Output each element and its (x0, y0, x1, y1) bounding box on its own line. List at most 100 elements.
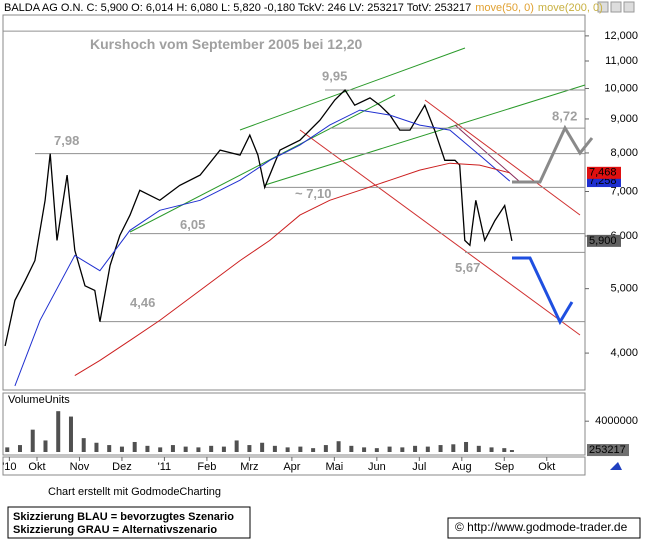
volume-bar (374, 448, 379, 452)
volume-bar (464, 441, 469, 452)
legend-ma200: move(200, 0) (538, 2, 603, 14)
window-button[interactable] (597, 1, 609, 13)
level-label: Kurshoch vom September 2005 bei 12,20 (90, 36, 363, 52)
trend-line (299, 129, 581, 336)
y-tick-label: 9,000 (610, 113, 638, 125)
series-line (74, 162, 510, 377)
y-tick-label: 8,000 (610, 147, 638, 159)
volume-bar (209, 445, 214, 452)
header: BALDA AG O.N. C: 5,900 O: 6,014 H: 6,080… (4, 2, 603, 14)
x-tick-label: Mrz (240, 461, 258, 473)
legend-gray: Skizzierung GRAU = Alternativszenario (13, 524, 217, 536)
trend-line (264, 84, 586, 186)
y-tick-label: 12,000 (604, 30, 638, 42)
volume-bar (221, 446, 226, 452)
x-tick-label: Dez (112, 461, 132, 473)
volume-bar (56, 411, 61, 452)
legend-box (7, 506, 251, 539)
volume-bar (509, 450, 514, 452)
legend-blue: Skizzierung BLAU = bevorzugtes Szenario (13, 511, 234, 523)
trend-line (424, 99, 581, 216)
x-tick-label: Apr (283, 461, 300, 473)
scenario-gray (512, 124, 594, 184)
volume-bar (170, 445, 175, 452)
level-label: 8,72 (552, 109, 577, 124)
x-tick-label: Nov (70, 461, 90, 473)
scenario-blue (512, 256, 574, 326)
level-label: 4,46 (130, 295, 155, 310)
x-tick-label: Jul (412, 461, 426, 473)
y-tick-label: 11,000 (605, 55, 638, 67)
url[interactable]: © http://www.godmode-trader.de (455, 520, 628, 534)
volume-bar (311, 448, 316, 452)
volume-bar (81, 438, 86, 452)
x-tick-label: '11 (158, 461, 172, 473)
x-tick-label: Sep (494, 461, 514, 473)
x-tick-label: '10 (2, 461, 16, 473)
x-tick-label: Mai (325, 461, 343, 473)
volume-bar (502, 448, 507, 452)
volume-bar (336, 441, 341, 452)
level-label: 5,67 (455, 260, 480, 275)
volume-bar (247, 445, 252, 452)
volume-bar (68, 416, 73, 452)
y-tick-label: 4,000 (610, 347, 638, 359)
volume-bar (285, 447, 290, 452)
last-volume-box (587, 444, 629, 457)
volume-bar (425, 446, 430, 452)
level-label: 9,95 (322, 68, 347, 83)
y-tick-label: 4000000 (595, 415, 638, 427)
trend-line (239, 47, 466, 131)
volume-bar (476, 445, 481, 452)
volume-bar (413, 445, 418, 452)
y-tick-label: 7,000 (610, 185, 638, 197)
series-line (4, 88, 513, 347)
volume-bar (132, 441, 137, 452)
level-label: ~ 7,10 (295, 186, 332, 201)
level-label: 6,05 (180, 217, 205, 232)
price-frame (2, 14, 586, 391)
volume-title: VolumeUnits (8, 394, 70, 406)
volume-bar (158, 447, 163, 452)
last-value-label: 5,900 (589, 235, 617, 247)
volume-bar (489, 447, 494, 452)
volume-bar (107, 445, 112, 452)
symbol: BALDA AG O.N. (4, 2, 83, 14)
volume-bar (323, 445, 328, 452)
x-tick-label: Jun (368, 461, 386, 473)
volume-bar (183, 446, 188, 452)
volume-bar (234, 440, 239, 452)
y-tick-label: 5,000 (610, 283, 638, 295)
trend-line (129, 94, 396, 233)
volume-frame (2, 392, 586, 456)
series-line (14, 109, 511, 387)
y-tick-label: 10,000 (604, 82, 638, 94)
volume-bar (17, 445, 22, 452)
tool-icon[interactable] (610, 462, 622, 470)
volume-bar (438, 445, 443, 452)
x-tick-label: Feb (197, 461, 216, 473)
volume-bar (119, 446, 124, 452)
x-tick-label: Aug (452, 461, 472, 473)
volume-bar (400, 447, 405, 452)
x-tick-label: Okt (28, 461, 45, 473)
legend-ma50: move(50, 0) (475, 2, 534, 14)
volume-bar (196, 447, 201, 452)
volume-bar (298, 446, 303, 452)
trend-lines (129, 47, 586, 336)
window-button[interactable] (623, 1, 635, 13)
date-frame (2, 456, 586, 476)
last-value-box (587, 166, 621, 179)
series-layer (3, 30, 585, 452)
volume-bar (387, 446, 392, 452)
volume-bar (349, 445, 354, 452)
last-value-box (587, 234, 621, 247)
level-label: 7,98 (54, 133, 79, 148)
last-volume-label: 253217 (589, 444, 626, 456)
volume-bar (451, 444, 456, 452)
window-button[interactable] (610, 1, 622, 13)
volume-bar (145, 445, 150, 452)
volume-bar (43, 440, 48, 452)
volume-bar (94, 442, 99, 452)
